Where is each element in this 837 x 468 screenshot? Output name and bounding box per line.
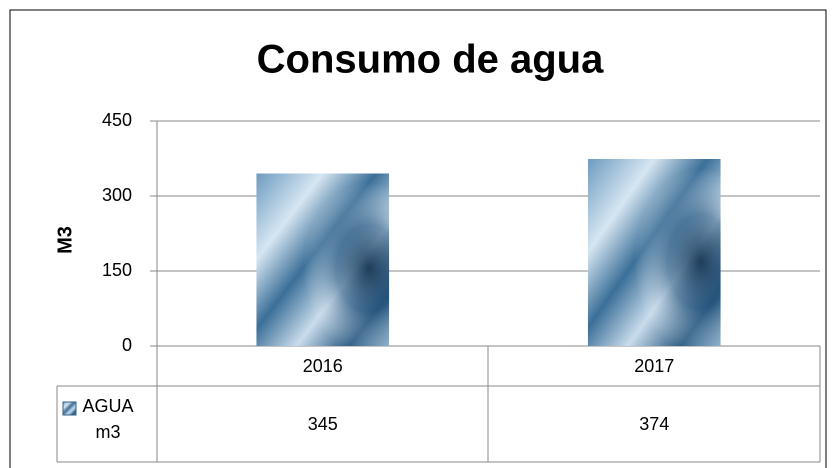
chart-title: Consumo de agua — [257, 38, 604, 82]
x-tick-label: 2016 — [303, 356, 343, 376]
table-value: 345 — [308, 414, 338, 434]
bar-texture — [256, 173, 390, 346]
legend-key — [62, 401, 77, 416]
y-tick-label: 450 — [102, 110, 132, 130]
y-axis-title: M3 — [54, 226, 76, 254]
data-table — [56, 121, 821, 463]
bar-texture — [587, 159, 721, 346]
legend-cell: AGUA m3 — [82, 396, 134, 442]
series-name: AGUA m3 — [82, 396, 134, 442]
y-tick-label: 150 — [102, 260, 132, 280]
table-value: 374 — [639, 414, 669, 434]
y-tick-label: 300 — [102, 185, 132, 205]
chart-border — [9, 9, 827, 468]
x-tick-label: 2017 — [634, 356, 674, 376]
y-tick-label: 0 — [122, 335, 132, 355]
